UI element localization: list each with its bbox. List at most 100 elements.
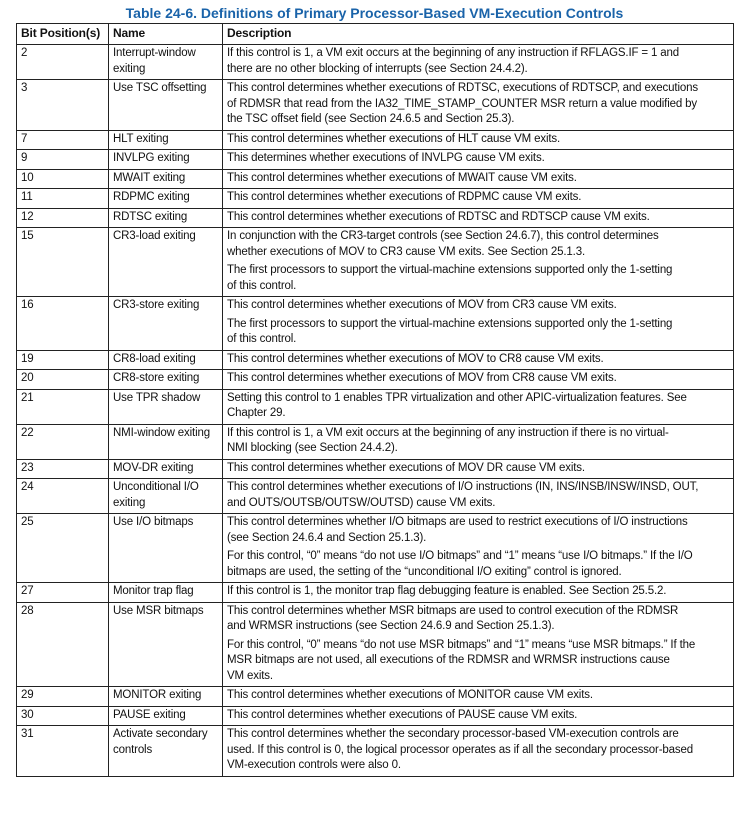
table-row: 23 MOV-DR exiting This control determines … — [16, 458, 734, 479]
description-cell: This control determines whether the seco… — [222, 725, 734, 777]
name-cell: CR3-load exiting — [108, 227, 223, 297]
table-row: 27 Monitor trap flag If this control is 1,… — [16, 582, 734, 603]
bit-cell: 31 — [16, 725, 109, 777]
description-cell: This control determines whether executio… — [222, 188, 734, 209]
table-row: 19 CR8-load exiting This control determine… — [16, 349, 734, 370]
name-cell: INVLPG exiting — [108, 149, 223, 170]
paragraph: This control determines whether executio… — [227, 688, 730, 704]
header-cell: Bit Position(s) — [16, 23, 109, 45]
text-line: If this control is 1, the monitor trap f… — [227, 585, 667, 597]
text-line: This control determines whether executio… — [227, 210, 650, 223]
bit-cell: 10 — [16, 168, 109, 189]
text-line: The first processors to support the virt… — [227, 264, 673, 276]
bit-cell: 9 — [16, 149, 109, 170]
paragraph: This control determines whether executio… — [227, 298, 730, 314]
description-cell: This control determines whether executio… — [222, 686, 734, 707]
paragraph: This determines whether executions of IN… — [227, 151, 730, 167]
description-cell: Setting this control to 1 enables TPR vi… — [222, 388, 734, 425]
name-cell: Activate secondary controls — [108, 725, 223, 777]
bit-cell: 21 — [16, 388, 109, 425]
description-cell: This control determines whether executio… — [222, 129, 734, 150]
name-cell: Use MSR bitmaps — [108, 601, 223, 687]
description-cell: If this control is 1, a VM exit occurs a… — [222, 423, 734, 460]
text-line: VM exits. — [227, 669, 273, 682]
bit-cell: 20 — [16, 369, 109, 390]
text-line: This control determines whether the seco… — [227, 728, 679, 740]
table-row: 24 Unconditional I/O exiting This control … — [16, 478, 734, 514]
paragraph: This control determines whether executio… — [227, 171, 730, 187]
bit-cell: 27 — [16, 582, 109, 603]
bit-cell: 19 — [16, 349, 109, 370]
name-cell: CR8-load exiting — [108, 349, 223, 370]
text-line: This determines whether executions of IN… — [227, 152, 545, 164]
description-cell: This control determines whether executio… — [222, 369, 734, 390]
paragraph: This control determines whether executio… — [227, 708, 730, 724]
paragraph: This control determines whether I/O bitm… — [227, 515, 730, 546]
table-row: 28 Use MSR bitmaps This control determines… — [16, 601, 734, 687]
text-line: For this control, “0” means “do not use … — [227, 638, 696, 651]
table-row: 12 RDTSC exiting This control determines w… — [16, 207, 734, 228]
text-line: This control determines whether executio… — [227, 352, 604, 365]
text-line: used. If this control is 0, the logical … — [227, 743, 693, 756]
paragraph: If this control is 1, a VM exit occurs a… — [227, 46, 730, 77]
table-row: 31 Activate secondary controls This contro… — [16, 725, 734, 777]
name-cell: Monitor trap flag — [108, 582, 223, 603]
text-line: This control determines whether executio… — [227, 708, 578, 721]
text-line: the TSC offset field (see Section 24.6.5… — [227, 113, 515, 125]
paragraph: This control determines whether executio… — [227, 352, 730, 368]
table-row: 7 HLT exiting This control determines whet… — [16, 129, 734, 150]
paragraph: Setting this control to 1 enables TPR vi… — [227, 391, 730, 422]
text-line: and WRMSR instructions (see Section 24.6… — [227, 620, 555, 632]
paragraph: This control determines whether executio… — [227, 461, 730, 477]
description-cell: This control determines whether executio… — [222, 705, 734, 726]
name-cell: RDTSC exiting — [108, 207, 223, 228]
paragraph: The first processors to support the virt… — [227, 263, 730, 294]
paragraph: This control determines whether executio… — [227, 132, 730, 148]
paragraph: The first processors to support the virt… — [227, 317, 730, 348]
name-cell: HLT exiting — [108, 129, 223, 150]
table-row: 9 INVLPG exiting This determines whether e… — [16, 149, 734, 170]
bit-cell: 30 — [16, 705, 109, 726]
table-body: 2 Interrupt-window exiting If this control… — [16, 44, 734, 777]
text-line: This control determines whether MSR bitm… — [227, 604, 679, 617]
bit-cell: 16 — [16, 296, 109, 351]
bit-cell: 3 — [16, 79, 109, 131]
text-line: This control determines whether executio… — [227, 481, 699, 493]
table-row: 29 MONITOR exiting This control determines… — [16, 686, 734, 707]
paragraph: This control determines whether the seco… — [227, 727, 730, 774]
text-line: of RDMSR that read from the IA32_TIME_ST… — [227, 97, 698, 110]
bit-cell: 22 — [16, 423, 109, 460]
description-cell: This control determines whether executio… — [222, 207, 734, 228]
description-cell: This control determines whether executio… — [222, 79, 734, 131]
table-row: 15 CR3-load exiting In conjunction with th… — [16, 227, 734, 297]
paragraph: This control determines whether executio… — [227, 190, 730, 206]
bit-cell: 7 — [16, 129, 109, 150]
bit-cell: 24 — [16, 478, 109, 514]
text-line: This control determines whether I/O bitm… — [227, 516, 688, 528]
text-line: This control determines whether executio… — [227, 191, 582, 203]
text-line: of this control. — [227, 279, 297, 292]
text-line: This control determines whether executio… — [227, 372, 617, 384]
name-cell: Unconditional I/O exiting — [108, 478, 223, 514]
text-line: there are no other blocking of interrupt… — [227, 62, 528, 75]
description-cell: This control determines whether executio… — [222, 349, 734, 370]
name-cell: MONITOR exiting — [108, 686, 223, 707]
table-row: 2 Interrupt-window exiting If this control… — [16, 44, 734, 80]
name-cell: Interrupt-window exiting — [108, 44, 223, 80]
text-line: Setting this control to 1 enables TPR vi… — [227, 391, 687, 404]
paragraph: This control determines whether MSR bitm… — [227, 604, 730, 635]
paragraph: This control determines whether executio… — [227, 371, 730, 387]
bit-cell: 11 — [16, 188, 109, 209]
text-line: This control determines whether executio… — [227, 132, 561, 145]
text-line: The first processors to support the virt… — [227, 317, 673, 330]
description-cell: If this control is 1, the monitor trap f… — [222, 582, 734, 603]
text-line: MSR bitmaps are not used, all executions… — [227, 654, 670, 666]
name-cell: Use TPR shadow — [108, 388, 223, 425]
description-cell: This control determines whether executio… — [222, 168, 734, 189]
header-cell: Name — [108, 23, 223, 45]
paragraph: This control determines whether executio… — [227, 210, 730, 226]
table-row: 25 Use I/O bitmaps This control determines… — [16, 513, 734, 583]
bit-cell: 29 — [16, 686, 109, 707]
text-line: If this control is 1, a VM exit occurs a… — [227, 47, 680, 59]
